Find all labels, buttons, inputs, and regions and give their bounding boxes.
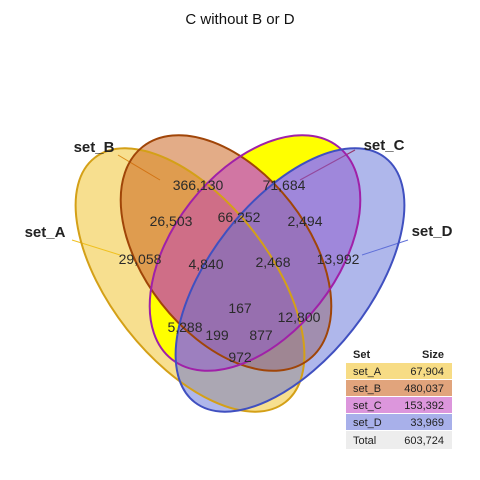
table-row-set-c <box>346 397 452 413</box>
set-a-label: set_A <box>25 224 66 241</box>
table-header-set: Set <box>353 349 370 361</box>
region-count-b-c-d: 2,468 <box>255 254 290 270</box>
table-set-c-size: 153,392 <box>404 400 444 412</box>
table-set-b-size: 480,037 <box>404 383 444 395</box>
table-row-set-a <box>346 363 452 379</box>
set-d-outline <box>174 147 406 413</box>
region-count-c-only: 71,684 <box>263 177 306 193</box>
set-c-label: set_C <box>364 137 405 154</box>
table-set-a-size: 67,904 <box>410 366 444 378</box>
table-header-size: Size <box>422 349 444 361</box>
table-total-label: Total <box>353 435 376 447</box>
region-count-a-b-c: 4,840 <box>188 256 223 272</box>
region-count-d-only: 13,992 <box>317 251 360 267</box>
table-total-value: 603,724 <box>404 435 444 447</box>
table-set-b-name: set_B <box>353 383 381 395</box>
highlight-region <box>149 135 361 371</box>
table-set-c-name: set_C <box>353 400 382 412</box>
region-count-a-d: 972 <box>228 349 252 365</box>
region-count-a-c-d: 199 <box>205 327 229 343</box>
set-size-table: Set Size set_A 67,904 set_B 480,037 set_… <box>346 349 452 449</box>
region-count-all: 167 <box>228 300 252 316</box>
table-set-d-name: set_D <box>353 417 382 429</box>
table-row-set-d <box>346 414 452 430</box>
region-count-a-only: 29,058 <box>119 251 162 267</box>
table-row-total <box>346 431 452 449</box>
table-set-d-size: 33,969 <box>410 417 444 429</box>
set-b-outline <box>119 134 333 372</box>
region-count-c-d: 2,494 <box>287 213 322 229</box>
region-count-b-d: 12,800 <box>278 309 321 325</box>
region-count-a-b: 26,503 <box>150 213 193 229</box>
table-set-a-name: set_A <box>353 366 382 378</box>
region-count-a-c: 5,288 <box>167 319 202 335</box>
set-d-label: set_D <box>412 223 453 240</box>
region-count-a-b-d: 877 <box>249 327 273 343</box>
table-row-set-b <box>346 380 452 396</box>
highlight-c-without-b-or-d <box>149 135 361 371</box>
set-b-label: set_B <box>74 139 115 156</box>
region-count-b-only: 366,130 <box>173 177 224 193</box>
diagram-title: C without B or D <box>185 11 294 28</box>
region-count-b-c: 66,252 <box>218 209 261 225</box>
set-c-outline <box>148 134 362 372</box>
set-a-outline <box>74 147 306 413</box>
